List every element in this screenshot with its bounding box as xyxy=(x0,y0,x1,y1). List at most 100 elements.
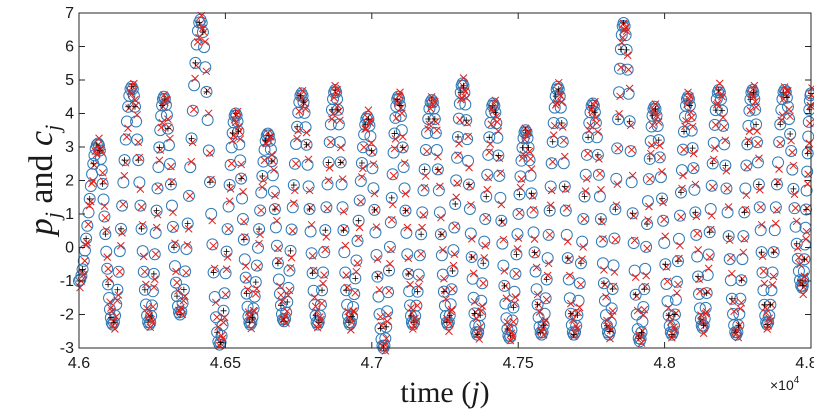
circle-marker xyxy=(493,169,506,182)
circle-marker xyxy=(321,178,334,191)
circle-marker xyxy=(481,168,494,181)
plus-marker xyxy=(758,249,765,256)
circle-marker xyxy=(96,177,109,190)
x-marker xyxy=(550,121,559,130)
plus-marker xyxy=(446,312,453,319)
circle-marker xyxy=(673,209,686,222)
y-tick-label: 0 xyxy=(65,240,74,257)
x-marker xyxy=(201,37,209,46)
x-marker xyxy=(532,263,541,272)
x-marker xyxy=(801,272,809,281)
x-marker xyxy=(405,268,414,277)
plus-marker xyxy=(121,157,128,164)
plus-marker xyxy=(629,210,636,217)
circle-marker xyxy=(496,237,509,250)
circle-marker xyxy=(199,61,212,74)
x-marker xyxy=(308,252,317,260)
x-marker xyxy=(787,136,795,145)
x-marker xyxy=(508,332,517,341)
plus-marker xyxy=(256,226,263,233)
circle-marker xyxy=(638,283,651,296)
plus-marker xyxy=(138,225,145,232)
x-marker xyxy=(203,86,212,95)
x-marker xyxy=(759,267,768,275)
circle-marker xyxy=(404,309,417,322)
x-tick-label: 4.8 xyxy=(653,355,675,372)
circle-marker xyxy=(671,255,684,268)
x-marker xyxy=(566,299,575,308)
circle-marker xyxy=(509,267,522,280)
plus-marker xyxy=(457,89,464,96)
x-marker xyxy=(256,230,264,239)
circle-marker xyxy=(720,182,733,195)
x-marker xyxy=(107,307,116,315)
x-marker xyxy=(329,109,337,118)
circle-marker xyxy=(677,125,690,138)
circle-marker xyxy=(693,288,706,301)
x-marker xyxy=(352,267,361,276)
x-marker xyxy=(370,189,379,198)
x-marker xyxy=(805,139,814,148)
circle-marker xyxy=(759,309,772,322)
circle-marker xyxy=(195,16,208,29)
circle-marker xyxy=(478,235,491,248)
plus-marker xyxy=(753,121,760,128)
x-marker xyxy=(527,165,536,173)
circle-marker xyxy=(95,164,108,177)
x-marker xyxy=(224,225,233,233)
x-marker xyxy=(302,128,311,137)
x-marker xyxy=(100,202,109,211)
x-marker xyxy=(680,145,688,154)
circle-marker xyxy=(370,248,383,261)
circle-marker xyxy=(621,63,634,76)
circle-marker xyxy=(801,165,814,178)
circle-marker xyxy=(751,136,764,149)
x-marker xyxy=(723,184,732,193)
circle-marker xyxy=(576,235,589,248)
circle-marker xyxy=(687,162,700,175)
circle-marker xyxy=(351,234,364,247)
plus-marker xyxy=(99,180,106,187)
x-marker xyxy=(426,104,435,113)
plus-marker xyxy=(135,157,142,164)
circle-marker xyxy=(611,142,624,155)
plus-marker xyxy=(290,182,297,189)
x-tick-label: 4.75 xyxy=(503,355,534,372)
x-marker xyxy=(686,92,694,101)
x-marker xyxy=(409,322,418,330)
circle-marker xyxy=(800,203,813,216)
x-marker xyxy=(765,314,774,323)
y-tick-label: -2 xyxy=(60,307,74,324)
circle-marker xyxy=(189,56,202,69)
circle-marker xyxy=(417,184,430,197)
circle-marker xyxy=(624,145,637,158)
circle-marker xyxy=(653,151,666,164)
x-marker xyxy=(745,127,754,136)
x-marker xyxy=(715,79,724,88)
x-marker xyxy=(312,307,321,316)
circle-marker xyxy=(548,101,561,114)
circle-marker xyxy=(222,200,235,213)
plus-marker xyxy=(755,181,762,188)
circle-marker xyxy=(224,158,237,171)
plus-marker xyxy=(167,181,174,188)
plus-marker xyxy=(612,206,619,213)
x-marker xyxy=(247,324,256,333)
x-marker xyxy=(391,135,400,143)
x-marker xyxy=(98,168,107,177)
x-marker xyxy=(187,157,196,166)
x-marker xyxy=(124,124,132,133)
plus-marker xyxy=(540,322,547,329)
circle-marker xyxy=(461,133,474,146)
circle-marker xyxy=(530,283,543,296)
x-marker xyxy=(125,104,133,112)
x-marker xyxy=(510,299,519,308)
plus-marker xyxy=(623,46,630,53)
plus-marker xyxy=(440,288,447,295)
circle-marker xyxy=(253,223,266,236)
x-marker xyxy=(398,132,407,141)
plus-marker xyxy=(471,310,478,317)
x-marker xyxy=(174,286,182,295)
x-marker xyxy=(413,301,422,310)
circle-marker xyxy=(84,180,97,193)
